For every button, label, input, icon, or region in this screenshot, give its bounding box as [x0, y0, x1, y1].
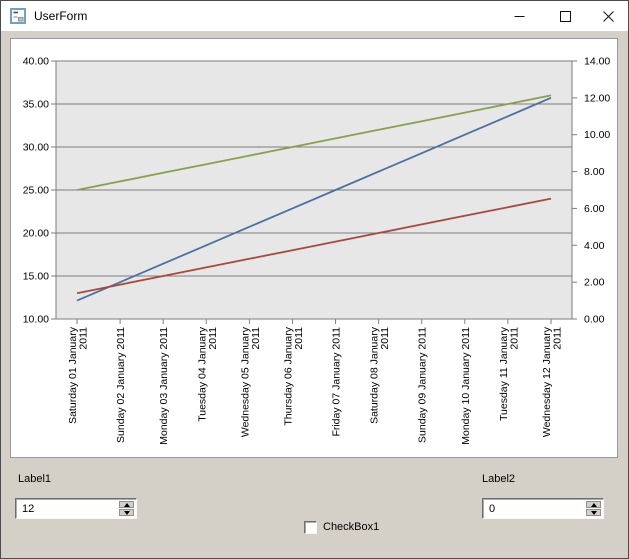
- svg-text:14.00: 14.00: [584, 56, 610, 68]
- svg-text:6.00: 6.00: [584, 203, 605, 215]
- down-arrow-icon: [123, 510, 130, 515]
- svg-text:0.00: 0.00: [584, 314, 605, 326]
- svg-text:Tuesday 11 January2011: Tuesday 11 January2011: [498, 326, 520, 421]
- spinbox1-spinner: [119, 501, 134, 516]
- svg-text:Sunday 02 January 2011: Sunday 02 January 2011: [115, 327, 127, 443]
- gridlines: [56, 60, 572, 277]
- up-arrow-icon: [590, 502, 597, 507]
- label2: Label2: [482, 473, 516, 485]
- svg-text:Wednesday 12 January2011: Wednesday 12 January2011: [541, 326, 564, 437]
- up-arrow-icon: [123, 502, 130, 507]
- svg-text:Tuesday 04 January2011: Tuesday 04 January2011: [196, 326, 219, 422]
- spinbox2: [482, 498, 604, 519]
- close-button[interactable]: [588, 1, 628, 31]
- left-axis-labels: 10.00 15.00 20.00 25.00 30.00 35.00 40.00: [23, 56, 49, 326]
- svg-text:10.00: 10.00: [23, 314, 49, 326]
- svg-text:Saturday 08 January2011: Saturday 08 January2011: [369, 326, 392, 424]
- label1: Label1: [18, 473, 52, 485]
- x-axis-labels: Saturday 01 January2011 Sunday 02 January…: [67, 326, 564, 444]
- spinbox2-up-button[interactable]: [586, 501, 601, 508]
- svg-text:Wednesday 05 January2011: Wednesday 05 January2011: [239, 326, 262, 437]
- svg-text:2.00: 2.00: [584, 277, 605, 289]
- svg-text:40.00: 40.00: [23, 56, 49, 68]
- spinbox1: [15, 498, 137, 519]
- svg-text:Friday 07 January 2011: Friday 07 January 2011: [331, 327, 343, 437]
- svg-text:20.00: 20.00: [23, 228, 49, 240]
- svg-text:12.00: 12.00: [584, 92, 610, 104]
- window-title: UserForm: [34, 9, 88, 23]
- red-series-line: [76, 197, 552, 295]
- axes: [51, 60, 577, 324]
- maximize-icon: [559, 10, 571, 22]
- checkbox1-box[interactable]: [304, 521, 317, 534]
- window-controls: [496, 1, 628, 31]
- title-bar[interactable]: UserForm: [1, 1, 628, 31]
- svg-text:Thursday 06 January2011: Thursday 06 January2011: [282, 326, 305, 425]
- spinbox1-input[interactable]: [18, 500, 114, 517]
- svg-text:Monday 10 January 2011: Monday 10 January 2011: [460, 327, 472, 445]
- down-arrow-icon: [590, 510, 597, 515]
- svg-text:10.00: 10.00: [584, 129, 610, 141]
- svg-text:35.00: 35.00: [23, 99, 49, 111]
- svg-text:Saturday 01 January2011: Saturday 01 January2011: [67, 326, 90, 424]
- close-icon: [602, 10, 614, 22]
- spinbox2-input[interactable]: [485, 500, 581, 517]
- svg-text:Sunday 09 January 2011: Sunday 09 January 2011: [417, 327, 429, 443]
- svg-text:Monday 03 January 2011: Monday 03 January 2011: [158, 327, 170, 445]
- svg-text:25.00: 25.00: [23, 185, 49, 197]
- line-chart: 10.00 15.00 20.00 25.00 30.00 35.00 40.00 0.00 2…: [23, 56, 611, 445]
- userform-icon: [10, 8, 26, 24]
- minimize-icon: [514, 15, 524, 17]
- svg-text:15.00: 15.00: [23, 271, 49, 283]
- spinbox2-spinner: [586, 501, 601, 516]
- svg-text:8.00: 8.00: [584, 166, 605, 178]
- checkbox1-label[interactable]: CheckBox1: [323, 521, 380, 533]
- maximize-button[interactable]: [542, 1, 588, 31]
- chart-area: 10.00 15.00 20.00 25.00 30.00 35.00 40.00 0.00 2…: [10, 38, 618, 458]
- blue-series-line: [76, 97, 552, 302]
- minimize-button[interactable]: [496, 1, 542, 31]
- spinbox2-down-button[interactable]: [586, 509, 601, 516]
- spinbox1-down-button[interactable]: [119, 509, 134, 516]
- svg-text:4.00: 4.00: [584, 240, 605, 252]
- right-axis-labels: 0.00 2.00 4.00 6.00 8.00 10.00 12.00 14.00: [584, 56, 610, 326]
- svg-text:30.00: 30.00: [23, 142, 49, 154]
- green-series-line: [76, 94, 552, 191]
- spinbox1-up-button[interactable]: [119, 501, 134, 508]
